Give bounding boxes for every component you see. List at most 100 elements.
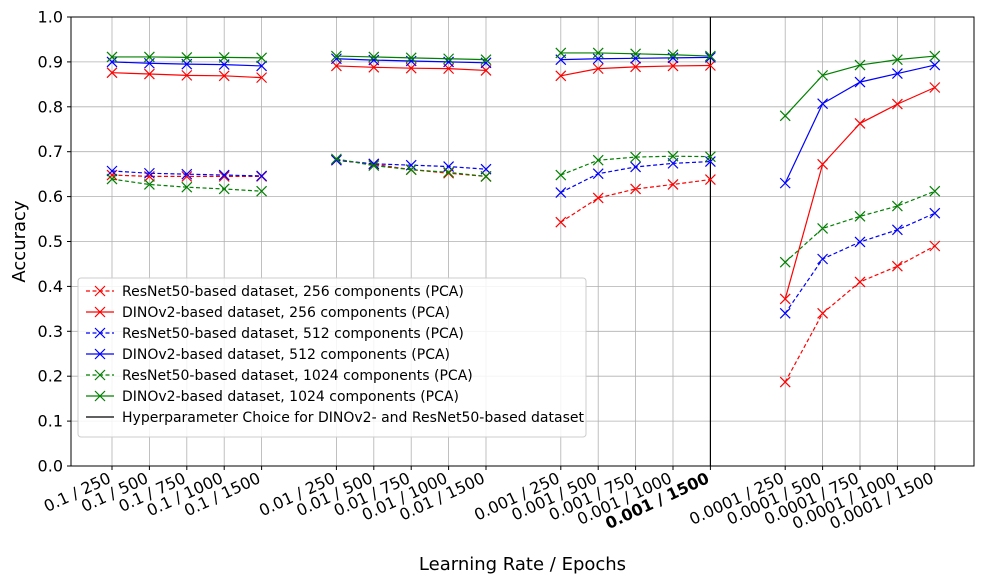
data-point — [704, 60, 716, 71]
data-point — [779, 256, 791, 268]
data-point — [779, 376, 791, 388]
x-axis-title: Learning Rate / Epochs — [419, 554, 626, 575]
legend-label: DINOv2-based dataset, 512 components (PC… — [122, 347, 450, 363]
data-point — [106, 173, 118, 185]
legend-marker — [94, 390, 106, 402]
y-tick-label: 0.8 — [38, 97, 63, 116]
y-tick-label: 0.4 — [38, 277, 63, 296]
series-layer — [106, 47, 941, 388]
data-point — [256, 185, 268, 197]
data-point — [891, 68, 903, 79]
data-point — [181, 170, 193, 182]
data-point — [405, 52, 417, 64]
data-point — [256, 60, 268, 72]
data-point — [779, 307, 791, 319]
data-point — [667, 150, 679, 162]
data-point — [592, 192, 604, 204]
data-point — [218, 51, 230, 63]
data-point — [405, 164, 417, 176]
series-1 — [106, 60, 941, 305]
data-point — [667, 49, 679, 61]
data-point — [592, 168, 604, 180]
data-point — [218, 183, 230, 195]
data-point — [817, 98, 829, 110]
data-point — [218, 169, 230, 181]
data-point — [891, 260, 903, 272]
data-point — [143, 167, 155, 179]
legend-box — [77, 277, 587, 438]
data-point — [854, 236, 866, 248]
data-point — [929, 59, 941, 71]
data-point — [256, 72, 268, 84]
data-point — [929, 185, 941, 197]
legend-marker — [94, 285, 106, 297]
data-point — [667, 60, 679, 72]
data-point — [929, 207, 941, 219]
data-point — [929, 50, 941, 62]
y-tick-label: 1.0 — [38, 8, 63, 27]
series-line-segment — [560, 155, 711, 176]
legend-marker — [94, 369, 106, 381]
y-tick-label: 0.6 — [38, 187, 63, 206]
data-point — [181, 181, 193, 193]
legend-entry: ResNet50-based dataset, 512 components (… — [86, 326, 464, 342]
data-point — [704, 151, 716, 163]
data-point — [630, 161, 642, 173]
data-point — [854, 76, 866, 88]
data-point — [143, 51, 155, 63]
legend-entry: ResNet50-based dataset, 1024 components … — [86, 368, 473, 384]
data-point — [405, 159, 417, 171]
data-point — [854, 59, 866, 71]
data-point — [929, 82, 941, 93]
legend-label: ResNet50-based dataset, 1024 components … — [122, 368, 473, 384]
data-point — [330, 154, 342, 166]
data-point — [779, 110, 791, 122]
data-point — [256, 170, 268, 182]
data-point — [592, 154, 604, 166]
data-point — [106, 165, 118, 177]
legend-entry: DINOv2-based dataset, 1024 components (P… — [86, 389, 459, 405]
y-axis-ticks: 0.0 0.1 0.2 0.3 0.4 0.5 0.6 0.7 0.8 0.9 1.0 — [38, 8, 71, 476]
data-point — [368, 158, 380, 170]
y-tick-label: 0.1 — [38, 412, 63, 431]
data-point — [630, 151, 642, 163]
legend-label: ResNet50-based dataset, 256 components (… — [122, 284, 464, 300]
data-point — [630, 61, 642, 73]
data-point — [891, 54, 903, 66]
data-point — [854, 276, 866, 288]
data-point — [779, 293, 791, 305]
data-point — [817, 253, 829, 265]
series-3 — [106, 51, 941, 189]
data-point — [256, 52, 268, 64]
data-point — [555, 216, 567, 228]
y-tick-label: 0.5 — [38, 232, 63, 251]
legend-entry: DINOv2-based dataset, 512 components (PC… — [86, 347, 450, 363]
data-point — [106, 51, 118, 63]
data-point — [630, 48, 642, 60]
legend-marker — [94, 327, 106, 339]
data-point — [181, 168, 193, 180]
legend-marker — [94, 348, 106, 360]
data-point — [143, 179, 155, 190]
data-point — [817, 158, 829, 170]
y-tick-label: 0.2 — [38, 367, 63, 386]
data-point — [667, 179, 679, 190]
data-point — [555, 187, 567, 198]
data-point — [592, 47, 604, 59]
data-point — [891, 224, 903, 236]
data-point — [779, 177, 791, 189]
data-point — [704, 174, 716, 185]
data-point — [330, 53, 342, 65]
data-point — [443, 166, 455, 178]
data-point — [368, 51, 380, 63]
data-point — [106, 67, 118, 79]
legend-label: Hyperparameter Choice for DINOv2- and Re… — [122, 410, 584, 426]
data-point — [181, 51, 193, 63]
y-tick-label: 0.7 — [38, 142, 63, 161]
data-point — [630, 52, 642, 64]
y-tick-label: 0.9 — [38, 52, 63, 71]
data-point — [704, 51, 716, 63]
data-point — [891, 200, 903, 212]
data-point — [630, 183, 642, 195]
